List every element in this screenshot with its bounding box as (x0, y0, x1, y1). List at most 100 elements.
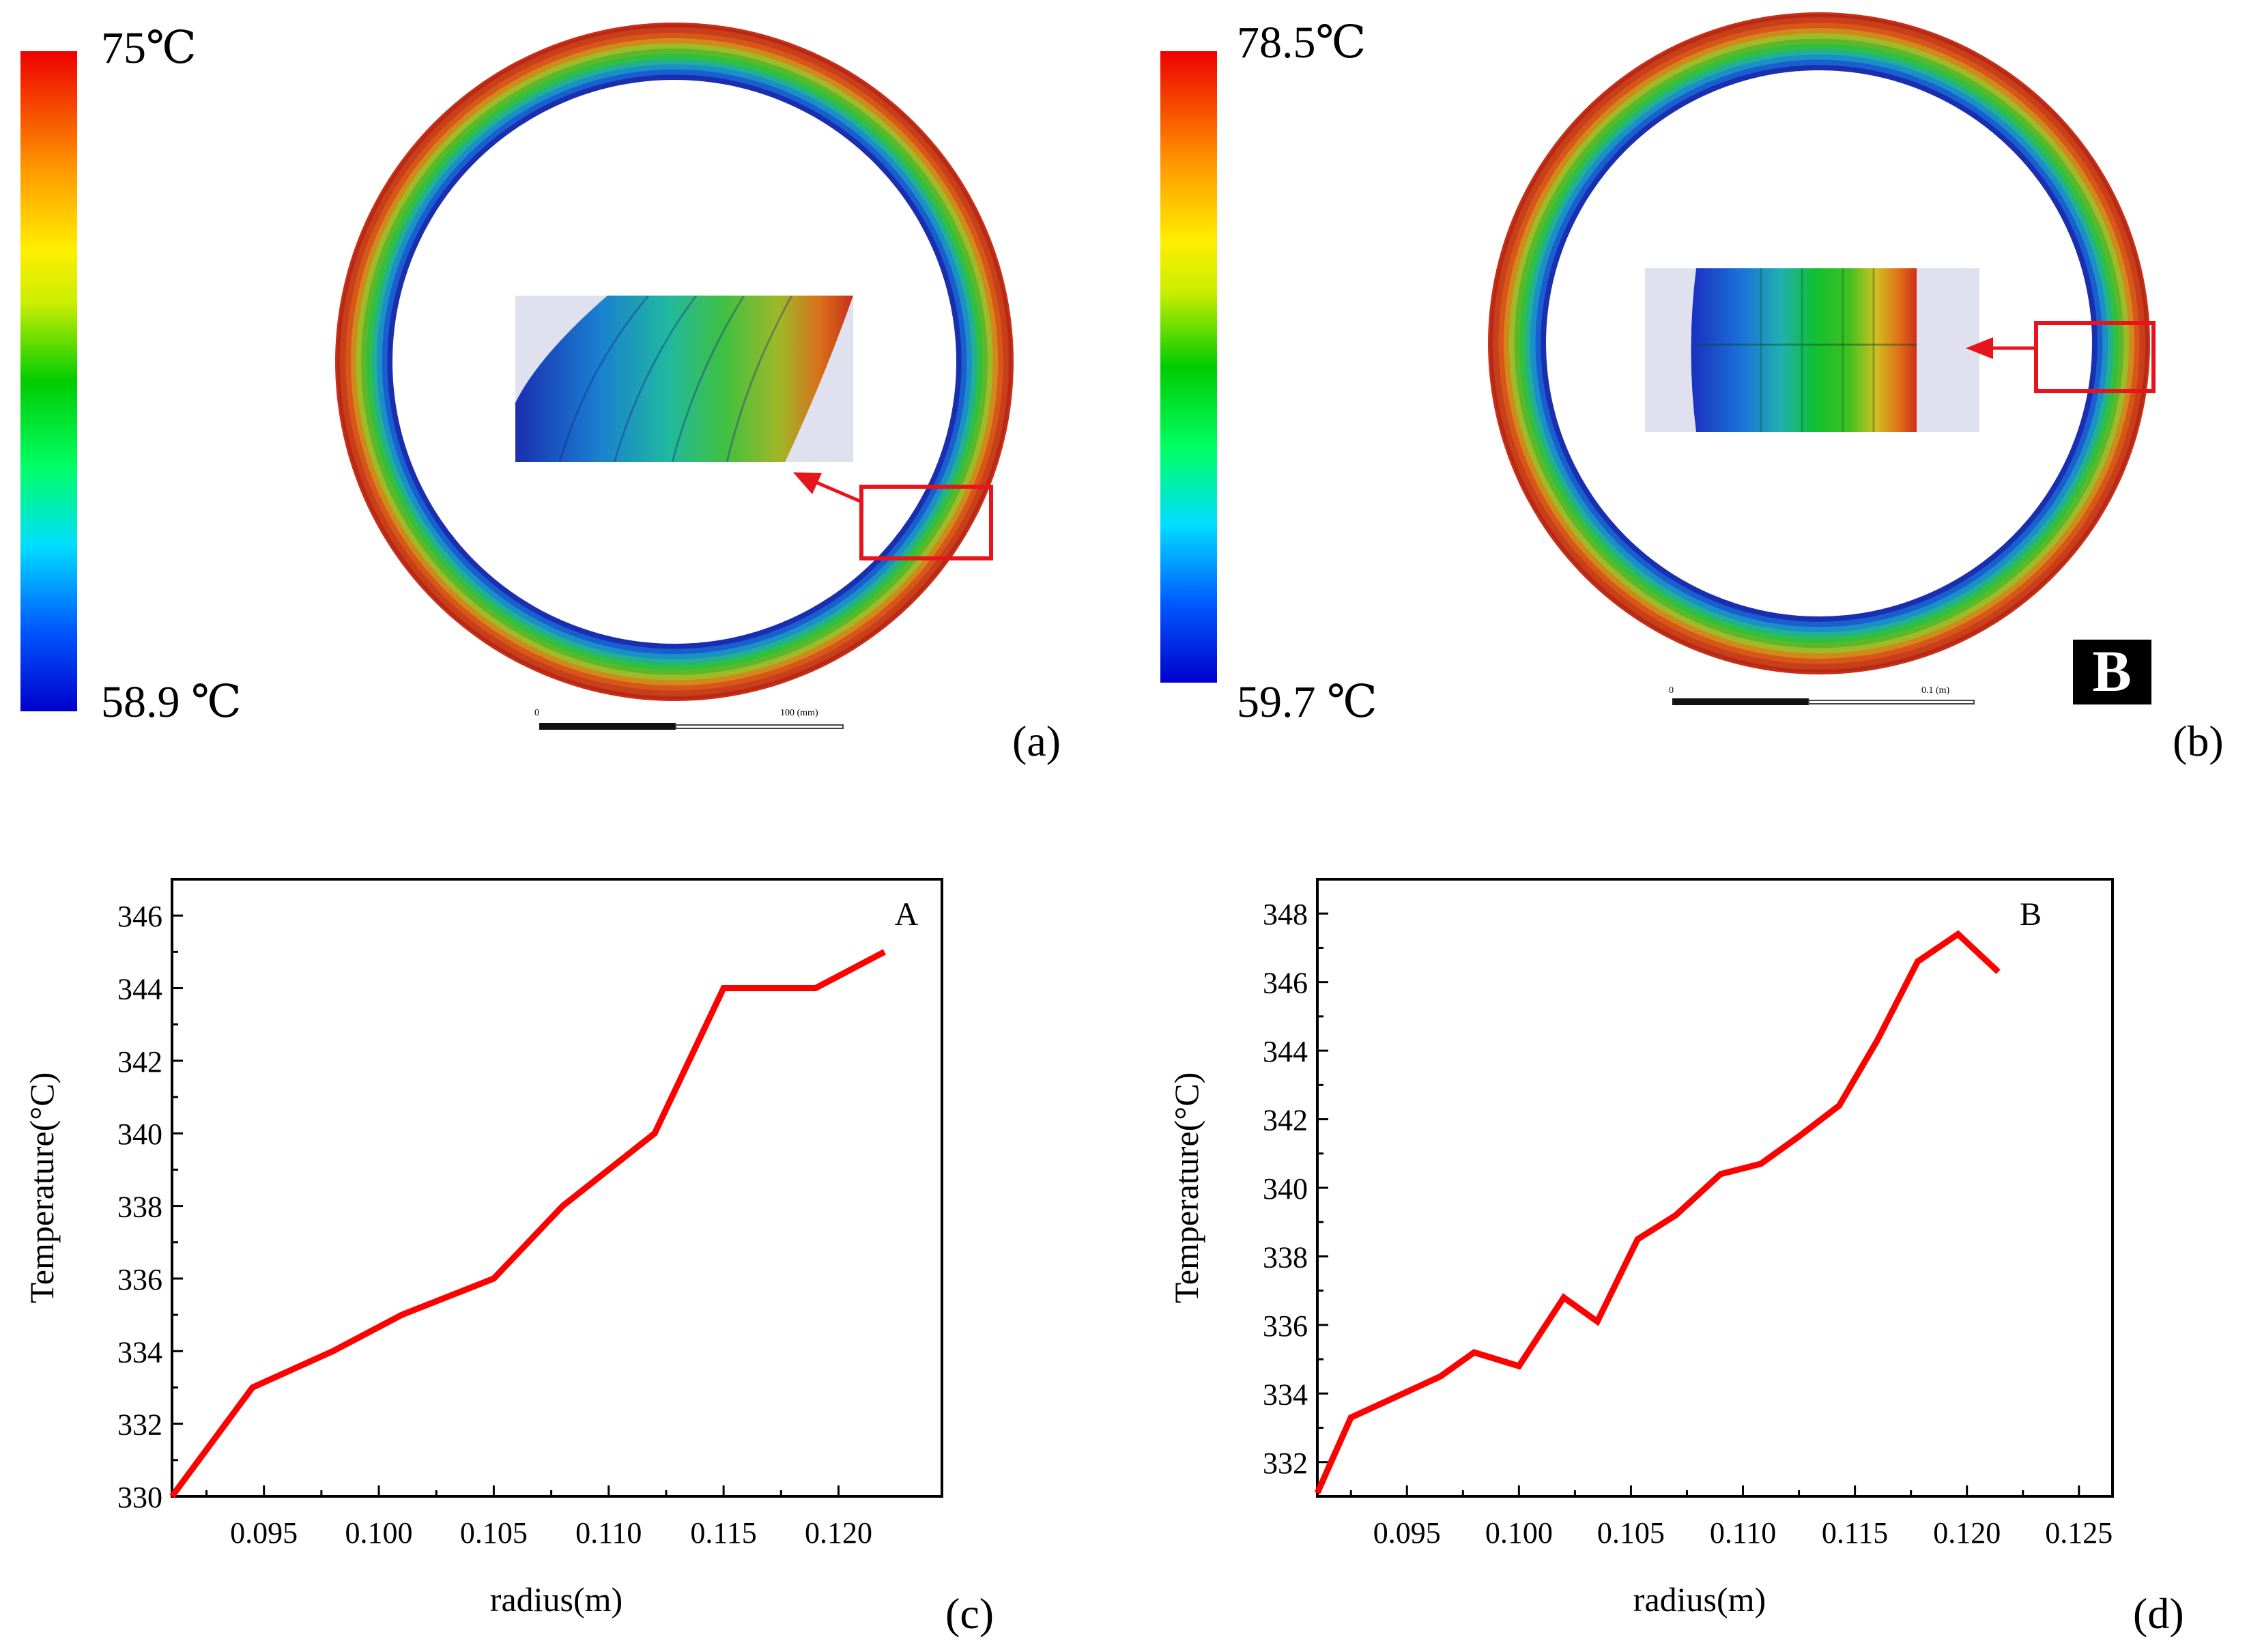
scale-end-a: 100 (mm) (780, 708, 818, 718)
chart-d-point-0 (1315, 1490, 1320, 1496)
chart-c-series-line (169, 949, 886, 1498)
chart-d-point-13 (1837, 1102, 1842, 1108)
chart-d-point-16 (1956, 931, 1961, 937)
ring-outline-a (337, 25, 1012, 699)
panel-label-c: (c) (945, 1589, 994, 1638)
panel-label-b: (b) (2173, 717, 2224, 765)
chart-c-point-0 (169, 1494, 175, 1499)
chart-c-annotation: A (895, 896, 919, 932)
chart-d-point-17 (1996, 969, 2001, 975)
chart-d-xlabel: radius(m) (1633, 1580, 1766, 1619)
scale-start-b: 0 (1669, 685, 1674, 696)
chart-d-xtick-label-0: 0.095 (1373, 1516, 1441, 1550)
chart-d-point-14 (1874, 1038, 1880, 1043)
chart-d-ytick-label-4: 340 (1263, 1172, 1308, 1206)
chart-d-ytick-label-3: 338 (1263, 1240, 1308, 1274)
chart-c-point-9 (882, 949, 887, 954)
chart-d-ytick-label-7: 346 (1263, 967, 1308, 1000)
arrow-head-a (793, 472, 822, 494)
chart-d-point-5 (1516, 1363, 1521, 1369)
chart-c: Temperature(°C) radius(m) A (c) 0.095 0.1… (23, 878, 994, 1638)
chart-d-ytick-label-6: 344 (1263, 1035, 1308, 1068)
chart-d-xtick-label-3: 0.110 (1710, 1516, 1776, 1550)
chart-c-xtick-label-3: 0.110 (575, 1516, 642, 1550)
chart-c-ytick-label-6: 342 (117, 1045, 162, 1079)
chart-c-point-7 (721, 986, 726, 991)
chart-d-xtick-label-2: 0.105 (1597, 1516, 1665, 1550)
chart-d-ytick-label-1: 334 (1263, 1378, 1308, 1411)
chart-c-point-5 (560, 1204, 565, 1209)
legend-max-b: 78.5℃ (1237, 18, 1366, 68)
chart-c-xtick-label-5: 0.120 (805, 1516, 872, 1550)
chart-d-point-3 (1437, 1373, 1443, 1379)
panel-a: 75℃ 58.9 ℃ 0 100 (mm) (a) (20, 23, 1061, 765)
chart-d-xtick-label-1: 0.100 (1485, 1516, 1553, 1550)
chart-c-ytick-label-5: 340 (117, 1117, 162, 1151)
chart-d-series-line (1314, 930, 2001, 1494)
chart-d-ytick-label-8: 348 (1263, 898, 1308, 931)
chart-d-point-9 (1673, 1212, 1678, 1218)
chart-d-annotation: B (2020, 896, 2042, 932)
chart-c-ytick-label-7: 344 (117, 973, 162, 1006)
badge-b-background (2073, 640, 2151, 704)
chart-d-ytick-label-2: 336 (1263, 1309, 1308, 1343)
chart-d-frame (1316, 878, 2114, 1498)
chart-c-xtick-label-1: 0.100 (345, 1516, 413, 1550)
chart-d-point-8 (1635, 1236, 1640, 1242)
scale-bar-b: 0 0.1 (m) (1669, 685, 1975, 705)
scale-start-a: 0 (534, 708, 539, 718)
chart-d-point-15 (1915, 959, 1920, 965)
legend-min-a: 58.9 ℃ (101, 677, 242, 727)
chart-c-ytick-label-3: 336 (117, 1263, 162, 1296)
inset-a (515, 296, 853, 462)
arrow-line-a (813, 479, 862, 504)
chart-d-xtick-label-5: 0.120 (1933, 1516, 2001, 1550)
chart-c-ylabel: Temperature(°C) (23, 1072, 61, 1304)
chart-c-xlabel: radius(m) (490, 1580, 622, 1619)
ring-outline-b (1490, 14, 2148, 672)
chart-d: Temperature(°C) radius(m) B (d) 0.095 0.1… (1167, 878, 2184, 1638)
chart-c-point-4 (491, 1276, 496, 1281)
chart-c-xtick-label-4: 0.115 (690, 1516, 756, 1550)
chart-c-ytick-label-4: 338 (117, 1191, 162, 1224)
panel-label-d: (d) (2133, 1589, 2184, 1638)
chart-c-ytick-label-1: 332 (117, 1408, 162, 1442)
chart-d-xtick-label-4: 0.115 (1822, 1516, 1888, 1550)
scale-bar-a: 0 100 (mm) (534, 708, 844, 730)
legend-max-a: 75℃ (101, 23, 197, 73)
chart-d-point-7 (1594, 1319, 1600, 1324)
chart-c-point-2 (330, 1348, 336, 1354)
chart-d-point-10 (1718, 1171, 1723, 1177)
chart-d-point-6 (1561, 1295, 1566, 1300)
chart-d-point-12 (1797, 1134, 1802, 1139)
chart-c-ytick-label-0: 330 (117, 1481, 162, 1514)
colorbar-b (1160, 51, 1217, 683)
chart-c-point-1 (250, 1384, 255, 1390)
chart-c-frame (171, 878, 943, 1498)
chart-d-xtick-label-6: 0.125 (2045, 1516, 2113, 1550)
highlight-box-a (859, 485, 993, 560)
chart-d-point-2 (1393, 1394, 1399, 1399)
arrow-head-b (1966, 337, 1993, 359)
chart-c-point-6 (652, 1130, 657, 1136)
inset-b (1645, 268, 1979, 432)
chart-d-ytick-label-0: 332 (1263, 1447, 1308, 1480)
colorbar-a (20, 51, 77, 711)
chart-c-ytick-label-8: 346 (117, 900, 162, 933)
badge-b: B (2092, 638, 2131, 704)
panel-label-a: (a) (1012, 717, 1061, 765)
chart-d-ylabel: Temperature(°C) (1167, 1072, 1205, 1304)
chart-c-ytick-label-2: 334 (117, 1335, 162, 1369)
chart-d-ytick-label-5: 342 (1263, 1104, 1308, 1137)
chart-d-point-4 (1472, 1350, 1477, 1355)
chart-c-point-8 (813, 986, 818, 991)
chart-c-point-3 (399, 1312, 405, 1318)
legend-min-b: 59.7 ℃ (1237, 677, 1377, 727)
highlight-box-b (2034, 321, 2156, 393)
chart-d-point-11 (1758, 1161, 1764, 1167)
scale-end-b: 0.1 (m) (1921, 685, 1950, 696)
chart-d-point-1 (1348, 1414, 1354, 1420)
chart-c-xtick-label-2: 0.105 (460, 1516, 528, 1550)
panel-b: 78.5℃ 59.7 ℃ 0 0.1 (m) B (b) (1160, 12, 2224, 765)
